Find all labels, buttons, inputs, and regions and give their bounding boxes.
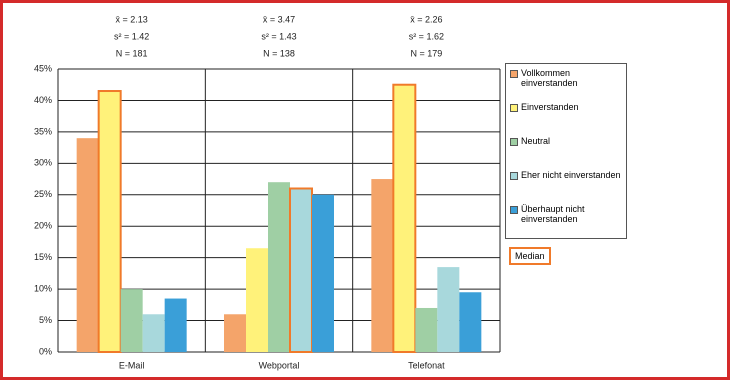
- bar: [76, 138, 99, 352]
- bar: [459, 292, 482, 352]
- x-tick-label: Telefonat: [408, 360, 445, 370]
- legend-swatch: [510, 104, 518, 112]
- bar: [289, 187, 313, 353]
- bar: [120, 289, 143, 352]
- y-tick-label: 5%: [39, 315, 52, 325]
- group-stat: x̄ = 3.47: [263, 14, 295, 24]
- legend-label: Einverstanden: [521, 102, 579, 112]
- legend: Vollkommen einverstanden Einverstanden Neu…: [505, 63, 627, 239]
- y-tick-label: 30%: [34, 158, 52, 168]
- group-stat: N = 179: [410, 48, 442, 58]
- bar: [97, 90, 122, 353]
- y-tick-label: 20%: [34, 221, 52, 231]
- legend-label: Vollkommen einverstanden: [521, 68, 578, 88]
- bar: [224, 314, 246, 352]
- bar: [437, 267, 460, 352]
- group-stat: N = 138: [263, 48, 295, 58]
- bar: [392, 83, 417, 353]
- bar: [142, 314, 165, 352]
- legend-swatch: [510, 172, 518, 180]
- legend-label: Neutral: [521, 136, 551, 146]
- group-stat: s² = 1.62: [409, 31, 444, 41]
- chart: 0% 5% 10% 15% 20% 25% 30% 35% 40% 45% E-Mail x̄ = 2…: [34, 14, 501, 370]
- median-legend: Median: [509, 247, 551, 265]
- legend-item: Überhaupt nicht einverstanden: [510, 204, 622, 238]
- y-tick-label: 45%: [34, 63, 52, 73]
- y-tick-label: 25%: [34, 189, 52, 199]
- x-tick-label: Webportal: [259, 360, 300, 370]
- y-tick-label: 15%: [34, 252, 52, 262]
- legend-item: Einverstanden: [510, 102, 622, 136]
- y-tick-label: 0%: [39, 346, 52, 356]
- y-tick-label: 40%: [34, 95, 52, 105]
- group-stat: N = 181: [116, 48, 148, 58]
- legend-label: Eher nicht einverstanden: [521, 170, 621, 180]
- group-stat: s² = 1.42: [114, 31, 149, 41]
- legend-item: Neutral: [510, 136, 622, 170]
- x-tick-label: E-Mail: [119, 360, 145, 370]
- bar: [268, 182, 290, 352]
- bar: [371, 179, 394, 352]
- bar: [164, 298, 187, 352]
- legend-item: Vollkommen einverstanden: [510, 68, 622, 102]
- group-stat: x̄ = 2.13: [116, 14, 148, 24]
- y-tick-label: 35%: [34, 126, 52, 136]
- bar: [246, 248, 268, 352]
- legend-swatch: [510, 206, 518, 214]
- group-stat: x̄ = 2.26: [410, 14, 442, 24]
- legend-swatch: [510, 138, 518, 146]
- legend-item: Eher nicht einverstanden: [510, 170, 622, 204]
- bar: [312, 194, 334, 352]
- legend-label: Überhaupt nicht einverstanden: [521, 204, 585, 224]
- legend-swatch: [510, 70, 518, 78]
- group-stat: s² = 1.43: [261, 31, 296, 41]
- y-tick-label: 10%: [34, 283, 52, 293]
- bar: [415, 307, 438, 352]
